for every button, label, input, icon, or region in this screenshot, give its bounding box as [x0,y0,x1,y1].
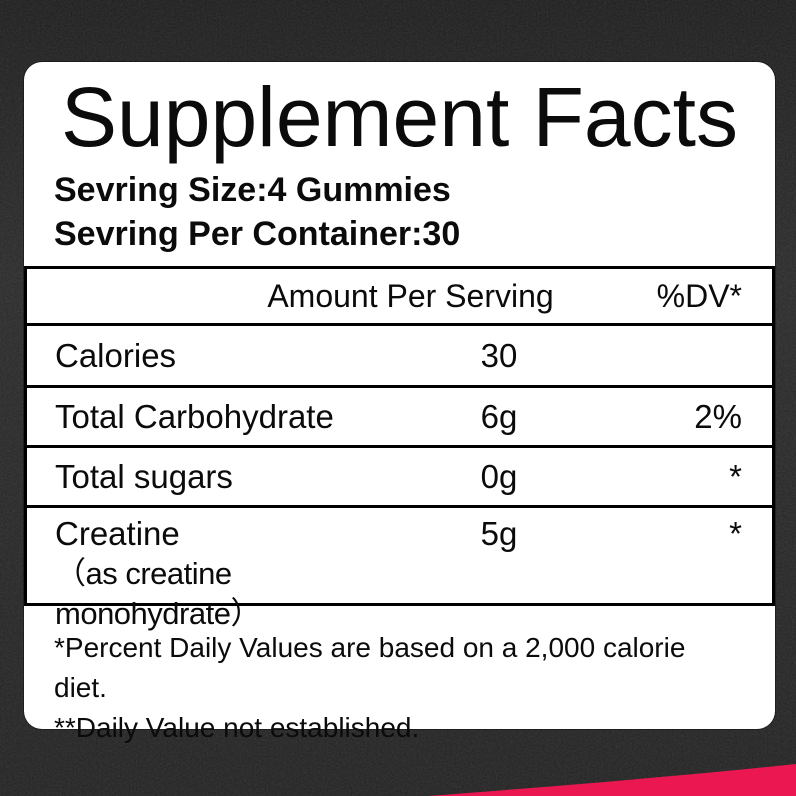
table-row-total-sugars: Total sugars 0g * [27,448,772,508]
panel-title: Supplement Facts [60,70,738,164]
row-label: Total sugars [55,457,233,495]
table-header-row: Amount Per Serving %DV* [27,269,772,326]
table-row-total-carbohydrate: Total Carbohydrate 6g 2% [27,388,772,448]
row-amount: 0g [480,457,518,495]
table-row-calories: Calories 30 [27,326,772,388]
row-sub-label: （as creatine monohydrate） [55,556,261,631]
row-label: Calories [55,336,177,374]
row-dv: * [729,515,742,552]
row-amount: 5g [480,515,518,552]
row-dv: * [729,457,742,495]
serving-size-text: Sevring Size:4 Gummies [54,171,451,209]
row-label: Creatine [55,515,180,552]
supplement-facts-panel: Supplement Facts Sevring Size:4 Gummies … [24,62,775,743]
facts-table: Amount Per Serving %DV* Calories 30 Tota… [24,266,775,631]
column-header-amount: Amount Per Serving [267,277,554,314]
footnotes: *Percent Daily Values are based on a 2,0… [54,628,745,748]
table-row-creatine: Creatine （as creatine monohydrate） 5g * [27,508,772,631]
footnote-daily-values: *Percent Daily Values are based on a 2,0… [54,632,686,703]
footnote-not-established: **Daily Value not established. [54,712,420,743]
servings-per-container-text: Sevring Per Container:30 [54,215,461,253]
column-header-dv: %DV* [656,277,742,314]
row-label: Total Carbohydrate [55,397,334,435]
row-dv: 2% [694,397,742,435]
row-amount: 30 [480,336,518,374]
pink-curve-shape [428,764,796,796]
row-label-group: Creatine （as creatine monohydrate） [27,508,424,634]
row-amount: 6g [480,397,518,435]
serving-info: Sevring Size:4 Gummies Sevring Per Conta… [54,168,745,256]
